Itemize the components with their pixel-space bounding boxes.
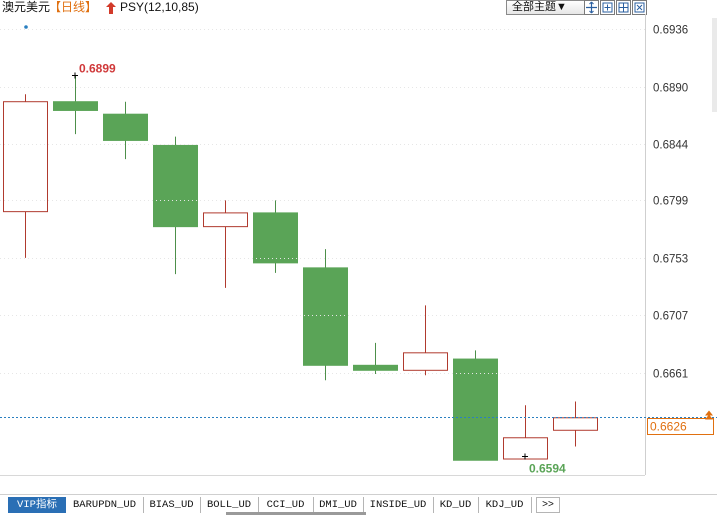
- move-tool-button[interactable]: [584, 0, 599, 15]
- candle-body: [3, 101, 48, 213]
- candle[interactable]: [103, 101, 148, 160]
- tab-barupdn[interactable]: BARUPDN_UD: [66, 497, 144, 513]
- tab-kd[interactable]: KD_UD: [433, 497, 479, 513]
- candle[interactable]: [403, 305, 448, 376]
- tab-vip[interactable]: VIP指标: [8, 497, 66, 513]
- zoom-tool-button[interactable]: [600, 0, 615, 15]
- candle[interactable]: [203, 200, 248, 288]
- y-tick-label: 0.6799: [653, 196, 688, 208]
- max-marker: [72, 72, 78, 79]
- current-price-tag: [647, 418, 714, 435]
- symbol-title: 澳元美元: [2, 0, 51, 14]
- y-tick-label: 0.6707: [653, 311, 688, 323]
- toggle-tool-button[interactable]: [632, 0, 647, 15]
- grid-tool-button[interactable]: [616, 0, 631, 15]
- candles-group: [3, 75, 598, 461]
- max-price-label: 0.6899: [79, 61, 116, 75]
- candle-body: [553, 417, 598, 431]
- horizontal-scrollbar[interactable]: [226, 512, 366, 515]
- candle[interactable]: [303, 249, 348, 381]
- candle-body: [153, 144, 198, 228]
- period-label[interactable]: 【日线】: [49, 0, 98, 14]
- candle[interactable]: [3, 94, 48, 258]
- y-tick-label: 0.6661: [653, 369, 688, 381]
- tab-bias[interactable]: BIAS_UD: [143, 497, 201, 513]
- candle-body: [403, 352, 448, 371]
- more-tabs-button[interactable]: >>: [536, 497, 560, 513]
- tab-boll[interactable]: BOLL_UD: [200, 497, 259, 513]
- candle-body: [453, 358, 498, 461]
- tab-dmi[interactable]: DMI_UD: [313, 497, 364, 513]
- y-tick-label: 0.6753: [653, 254, 688, 266]
- candle-body: [53, 101, 98, 111]
- candle[interactable]: [153, 136, 198, 275]
- y-tick-label: 0.6844: [653, 140, 689, 152]
- zoom-tool-icon: [602, 2, 613, 13]
- up-arrow-icon: [106, 2, 116, 14]
- price-flag-icon: [705, 410, 713, 420]
- y-tick-label: 0.6936: [653, 25, 688, 37]
- candle[interactable]: [353, 342, 398, 375]
- candle[interactable]: [453, 350, 498, 461]
- candle-body: [253, 212, 298, 264]
- move-tool-icon: [586, 1, 597, 14]
- min-price-label: 0.6594: [529, 462, 566, 476]
- theme-dropdown-button[interactable]: 全部主题▼: [506, 0, 585, 15]
- candle-body: [203, 212, 248, 228]
- candle[interactable]: [503, 405, 548, 460]
- y-tick-label: 0.6890: [653, 83, 688, 95]
- marker-dot: [24, 25, 28, 29]
- annotations: 0.6899 0.6594 0.6626: [0, 61, 717, 476]
- tab-kdj[interactable]: KDJ_UD: [478, 497, 532, 513]
- tab-cci[interactable]: CCI_UD: [258, 497, 314, 513]
- toggle-tool-icon: [634, 2, 645, 13]
- grid-tool-icon: [618, 2, 629, 13]
- candle-body: [353, 364, 398, 371]
- candle[interactable]: [53, 75, 98, 135]
- current-price-label: 0.6626: [650, 420, 687, 434]
- min-marker: [522, 453, 528, 460]
- candle-body: [103, 113, 148, 141]
- chart-header: 澳元美元 【日线】 PSY(12,10,85) 全部主题▼: [0, 0, 717, 16]
- candle[interactable]: [553, 401, 598, 447]
- price-axis: 0.6936 0.6890 0.6844 0.6799 0.6753 0.6707 0.66…: [0, 25, 689, 381]
- candle[interactable]: [253, 200, 298, 273]
- indicator-tab-bar: VIP指标 BARUPDN_UD BIAS_UD BOLL_UD CCI_UD …: [0, 494, 717, 517]
- vertical-scrollbar[interactable]: [712, 18, 717, 112]
- indicator-label[interactable]: PSY(12,10,85): [120, 0, 199, 14]
- candle-body: [303, 267, 348, 366]
- tab-inside[interactable]: INSIDE_UD: [363, 497, 434, 513]
- candlestick-chart[interactable]: 0.6936 0.6890 0.6844 0.6799 0.6753 0.6707 0.66…: [0, 0, 717, 494]
